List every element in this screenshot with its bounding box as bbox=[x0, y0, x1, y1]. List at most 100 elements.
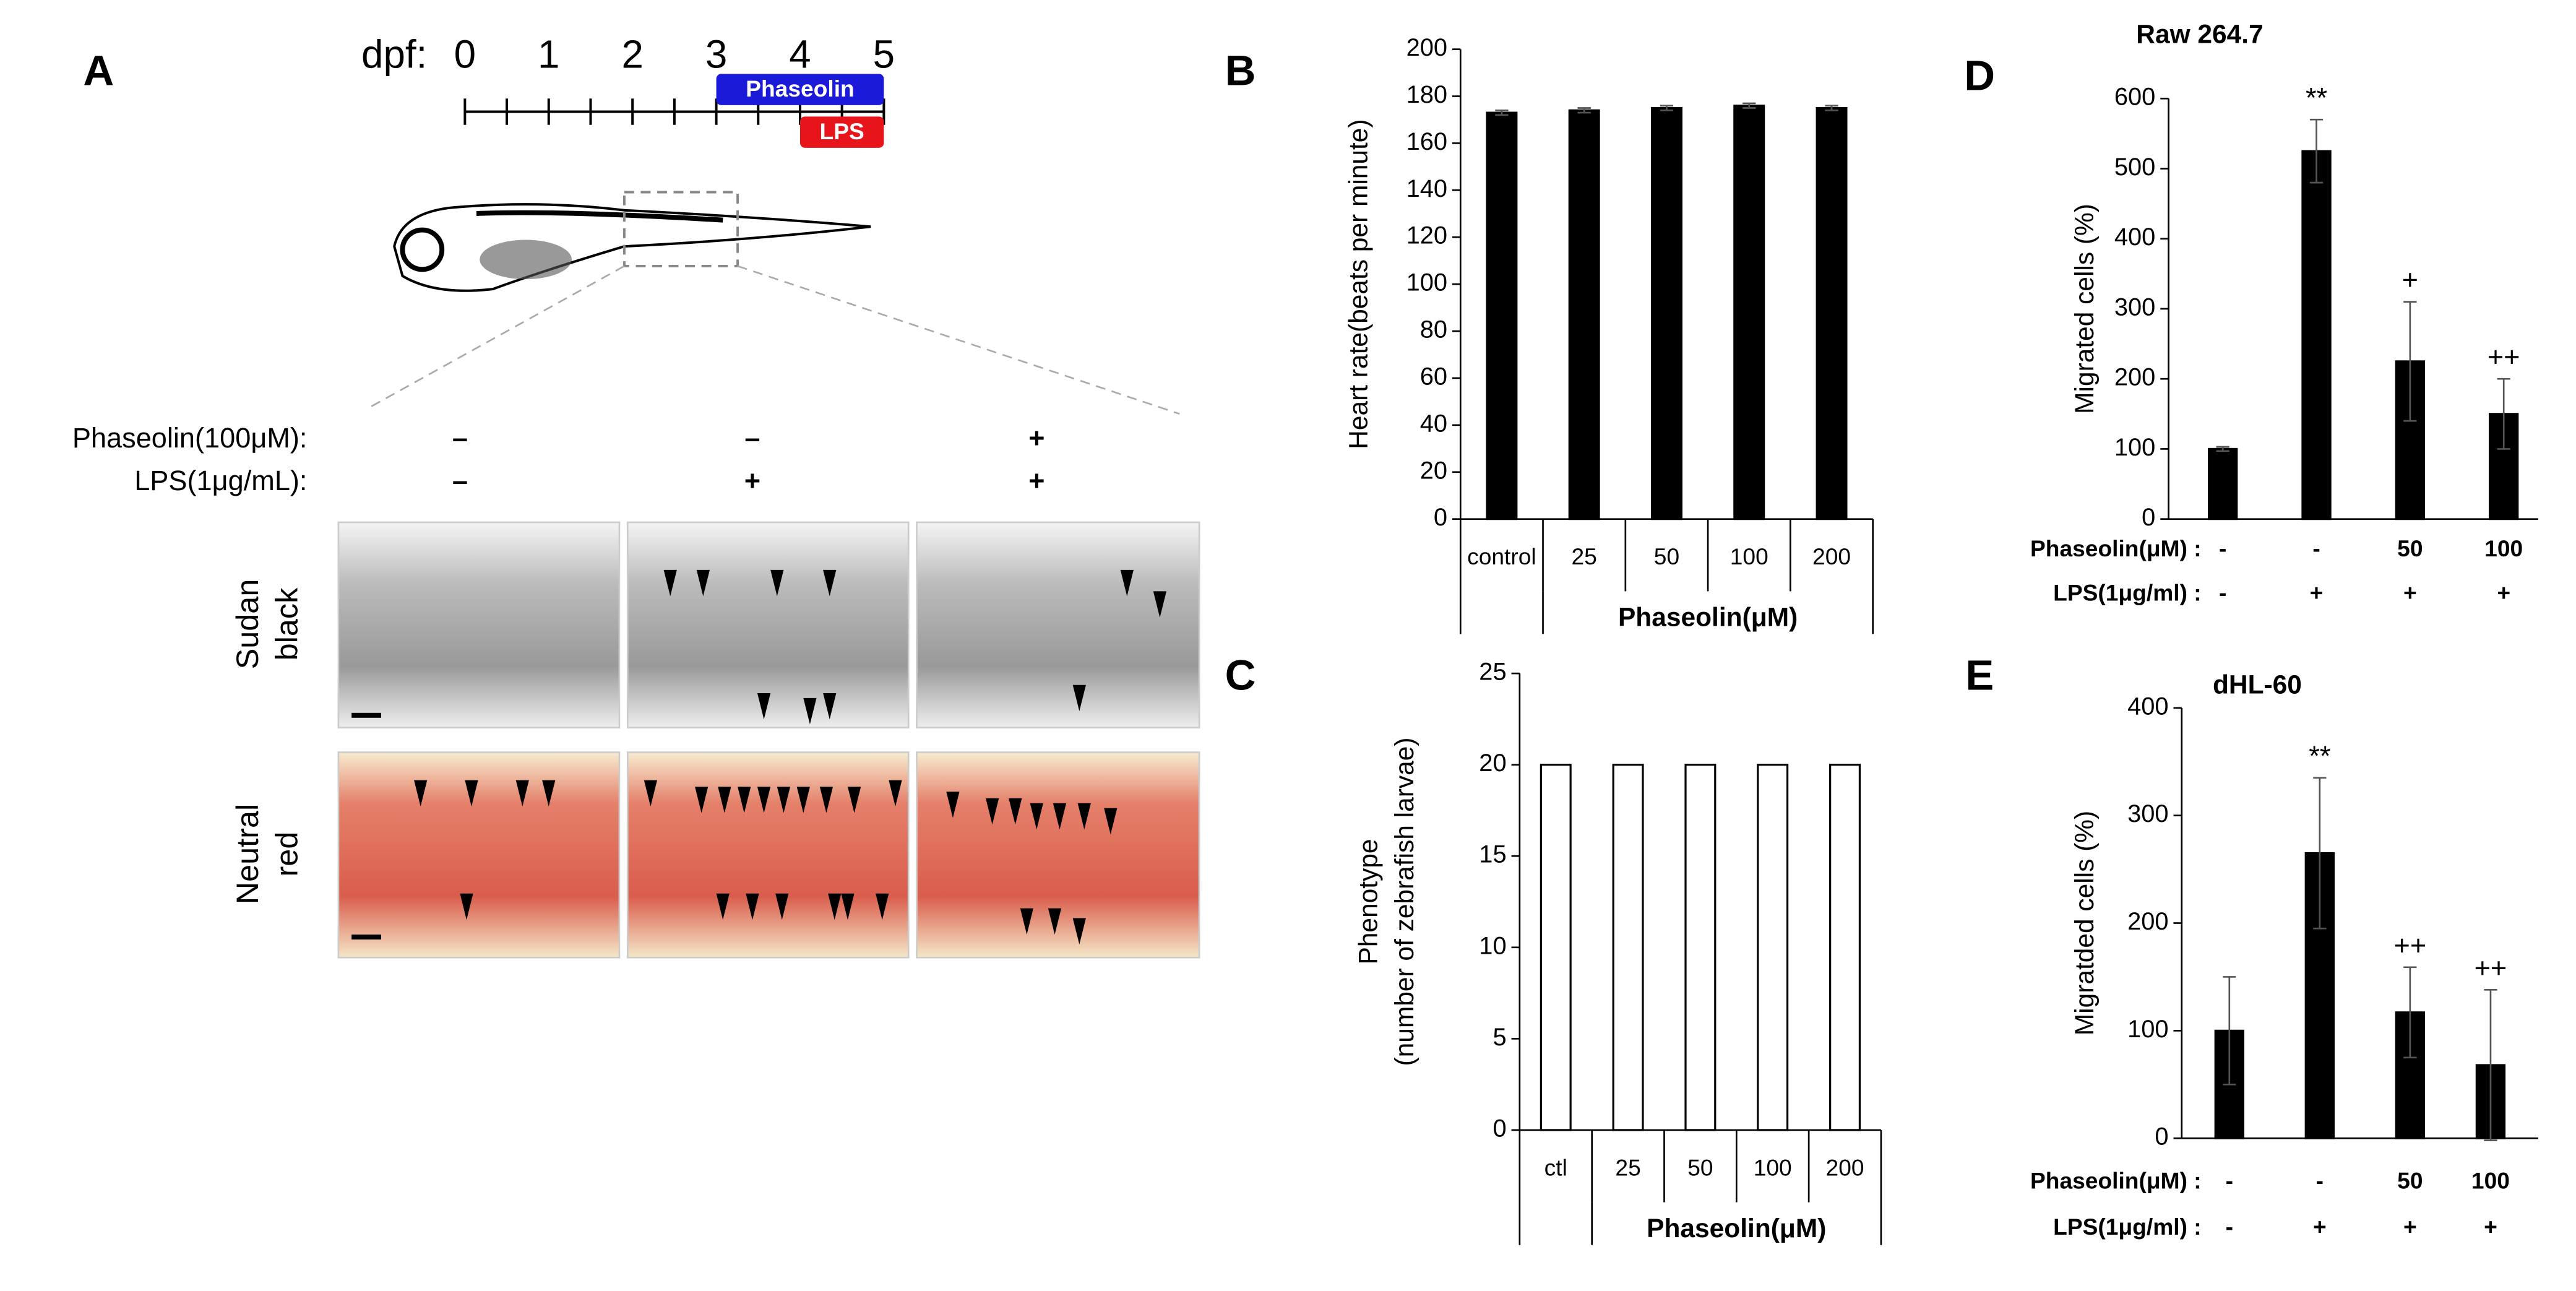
x-tick-label: 100 bbox=[1754, 1154, 1792, 1180]
arrowhead bbox=[1153, 591, 1167, 618]
condition-value: + bbox=[2497, 580, 2510, 606]
y-tick-label: 10 bbox=[1479, 932, 1506, 959]
arrowhead bbox=[1048, 908, 1062, 935]
condition-label: LPS(1μg/ml) : bbox=[2053, 1214, 2202, 1240]
condition-value: - bbox=[2219, 580, 2226, 606]
y-tick-label: 5 bbox=[1493, 1024, 1506, 1051]
arrowhead bbox=[414, 780, 428, 807]
error-bar bbox=[1742, 102, 1756, 109]
day-label: 0 bbox=[454, 33, 476, 77]
y-tick-label: 0 bbox=[1493, 1115, 1506, 1142]
x-tick-label: 50 bbox=[1687, 1154, 1713, 1180]
arrowhead bbox=[770, 569, 784, 597]
condition-label: Phaseolin(μM) : bbox=[2030, 1168, 2202, 1194]
significance: ** bbox=[2309, 740, 2330, 772]
arrowhead bbox=[1104, 808, 1118, 835]
y-axis-label: Migratded cells (%) bbox=[2070, 811, 2099, 1035]
arrowhead bbox=[716, 893, 730, 920]
condition-value: 50 bbox=[2397, 535, 2423, 561]
arrowhead bbox=[757, 787, 771, 813]
y-tick-label: 300 bbox=[2127, 800, 2168, 827]
condition-value: + bbox=[2310, 580, 2324, 606]
arrowhead bbox=[460, 893, 473, 920]
bar bbox=[2301, 150, 2332, 520]
condition-value: + bbox=[2403, 1214, 2417, 1240]
x-tick-label: control bbox=[1467, 543, 1536, 569]
arrowhead bbox=[847, 787, 861, 813]
error-bar bbox=[1825, 105, 1838, 111]
bar bbox=[1540, 764, 1572, 1131]
y-tick-label: 400 bbox=[2127, 693, 2168, 720]
error-bar bbox=[2484, 988, 2497, 1141]
day-label: 4 bbox=[789, 33, 811, 77]
arrowhead bbox=[819, 787, 834, 813]
condition-value: – bbox=[452, 465, 468, 496]
arrowhead bbox=[1120, 569, 1134, 597]
y-axis-label: Phenotype bbox=[1353, 839, 1382, 964]
error-bar bbox=[2313, 777, 2327, 930]
y-axis-label: Heart rate(beats per minute) bbox=[1344, 119, 1373, 449]
day-label: 3 bbox=[705, 33, 727, 77]
condition-label: LPS(1μg/mL): bbox=[134, 465, 307, 496]
y-tick-label: 200 bbox=[1406, 34, 1447, 61]
arrowhead bbox=[1053, 803, 1067, 830]
y-tick-label: 40 bbox=[1420, 410, 1447, 437]
arrowhead bbox=[946, 792, 960, 818]
stain-label: Neutral bbox=[230, 804, 265, 905]
x-tick-label: 25 bbox=[1615, 1154, 1640, 1180]
error-bar bbox=[2309, 118, 2324, 184]
treatment-bar bbox=[716, 74, 884, 105]
arrowhead bbox=[1030, 803, 1043, 830]
error-bar bbox=[1577, 107, 1591, 114]
condition-value: – bbox=[744, 422, 760, 454]
y-tick-label: 200 bbox=[2114, 364, 2155, 391]
condition-value: - bbox=[2219, 535, 2226, 561]
y-tick-label: 500 bbox=[2114, 153, 2155, 181]
chart-title: dHL-60 bbox=[2213, 670, 2302, 699]
error-bar bbox=[2403, 301, 2417, 422]
arrowhead bbox=[889, 780, 902, 807]
significance: ++ bbox=[2488, 341, 2520, 373]
y-tick-label: 600 bbox=[2114, 84, 2155, 111]
x-axis-label: Phaseolin(μM) bbox=[1618, 603, 1798, 632]
bar bbox=[1733, 105, 1765, 520]
condition-label: Phaseolin(μM) : bbox=[2030, 535, 2202, 561]
day-label: 2 bbox=[621, 33, 643, 77]
treatment-label: Phaseolin bbox=[746, 76, 855, 101]
condition-value: + bbox=[1028, 422, 1045, 454]
y-tick-label: 180 bbox=[1406, 81, 1447, 108]
arrowhead bbox=[1020, 908, 1033, 935]
arrowhead bbox=[746, 893, 759, 920]
y-tick-label: 100 bbox=[1406, 269, 1447, 296]
significance: ** bbox=[2306, 82, 2327, 113]
bar bbox=[1612, 764, 1644, 1131]
arrowhead bbox=[1072, 918, 1086, 945]
error-bar bbox=[2223, 976, 2236, 1086]
significance: ++ bbox=[2475, 952, 2507, 983]
arrowhead bbox=[876, 893, 889, 920]
x-tick-label: 200 bbox=[1826, 1154, 1864, 1180]
arrowhead bbox=[465, 780, 478, 807]
stain-label: Sudan bbox=[230, 579, 265, 670]
y-tick-label: 20 bbox=[1420, 457, 1447, 484]
condition-value: 100 bbox=[2484, 535, 2523, 561]
condition-value: – bbox=[452, 422, 468, 454]
y-tick-label: 160 bbox=[1406, 128, 1447, 155]
x-tick-label: 100 bbox=[1730, 543, 1768, 569]
treatment-label: LPS bbox=[820, 118, 864, 144]
panel-letter: E bbox=[1965, 651, 1994, 699]
x-tick-label: 25 bbox=[1572, 543, 1597, 569]
y-axis-label: (number of zebrafish larvae) bbox=[1390, 738, 1419, 1066]
condition-value: - bbox=[2226, 1168, 2233, 1194]
condition-value: + bbox=[2403, 580, 2417, 606]
significance: ++ bbox=[2393, 930, 2426, 961]
x-tick-label: 50 bbox=[1654, 543, 1679, 569]
stain-label: black bbox=[269, 587, 304, 660]
bar bbox=[1757, 764, 1789, 1131]
y-tick-label: 400 bbox=[2114, 223, 2155, 251]
fish bbox=[369, 191, 1180, 415]
condition-value: + bbox=[2313, 1214, 2327, 1240]
error-bar bbox=[1660, 105, 1674, 111]
x-axis-label: Phaseolin(μM) bbox=[1647, 1214, 1826, 1243]
